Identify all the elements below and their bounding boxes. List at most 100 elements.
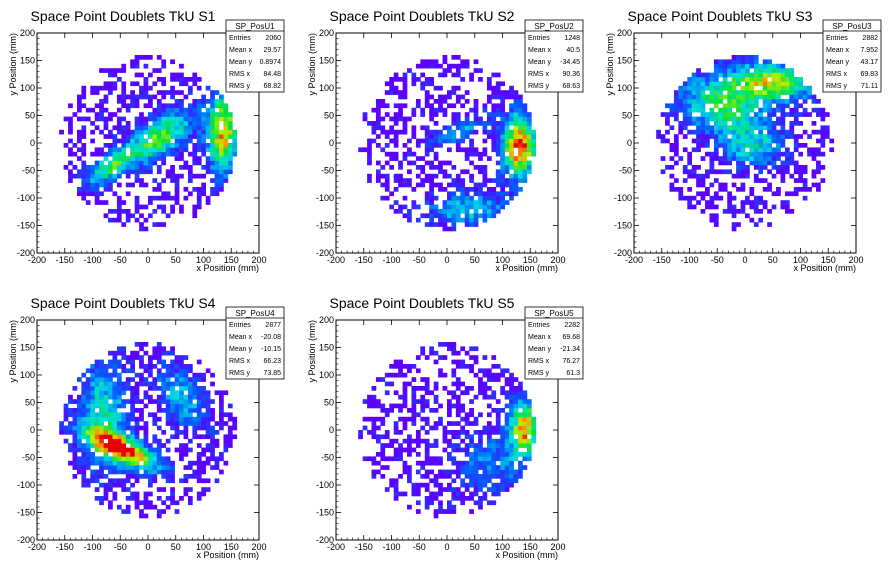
histogram-cell <box>148 460 153 466</box>
histogram-cell <box>161 377 167 382</box>
histogram-cell <box>784 160 790 166</box>
histogram-cell <box>99 496 104 501</box>
histogram-cell <box>90 412 96 418</box>
histogram-cell <box>504 482 510 488</box>
histogram-cell <box>99 68 104 73</box>
histogram-cell <box>116 403 122 409</box>
histogram-cell <box>762 151 768 157</box>
histogram-cell <box>156 151 162 157</box>
histogram-cell <box>429 107 434 113</box>
histogram-cell <box>130 138 135 144</box>
histogram-cell <box>375 438 381 444</box>
histogram-cell <box>526 452 532 457</box>
histogram-cell <box>196 412 202 418</box>
histogram-cell <box>415 430 421 435</box>
histogram-cell <box>139 147 144 153</box>
histogram-cell <box>522 151 528 157</box>
histogram-cell <box>103 408 109 413</box>
histogram-cell <box>393 364 399 369</box>
histogram-cell <box>495 112 501 117</box>
histogram-cell <box>500 138 506 144</box>
histogram-cell <box>85 456 91 462</box>
histogram-cell <box>740 209 746 214</box>
histogram-cell <box>460 59 466 65</box>
histogram-cell <box>727 85 732 91</box>
histogram-cell <box>134 478 140 484</box>
histogram-cell <box>509 178 514 183</box>
histogram-cell <box>531 138 537 144</box>
histogram-cell <box>722 85 728 91</box>
histogram-cell <box>455 434 461 440</box>
histogram-cell <box>500 103 506 109</box>
histogram-cell <box>94 430 100 435</box>
histogram-cell <box>187 85 193 91</box>
histogram-cell <box>820 125 826 131</box>
histogram-cell <box>682 134 688 139</box>
histogram-cell <box>531 143 537 148</box>
histogram-cell <box>72 438 78 444</box>
histogram-cell <box>731 116 737 122</box>
histogram-cell <box>130 213 135 219</box>
histogram-cell <box>108 209 113 214</box>
histogram-cell <box>134 195 140 201</box>
histogram-cell <box>170 394 175 400</box>
histogram-cell <box>736 209 741 214</box>
histogram-cell <box>139 381 144 387</box>
histogram-cell <box>103 491 109 497</box>
histogram-cell <box>134 63 140 69</box>
histogram-cell <box>170 103 175 109</box>
histogram-cell <box>451 182 457 188</box>
histogram-cell <box>130 169 135 175</box>
histogram-cell <box>500 474 506 479</box>
histogram-cell <box>767 112 772 117</box>
histogram-cell <box>749 121 755 126</box>
histogram-cell <box>731 68 737 73</box>
histogram-cell <box>371 416 377 422</box>
histogram-cell <box>170 474 175 479</box>
histogram-cell <box>486 438 492 444</box>
histogram-cell <box>451 403 457 409</box>
histogram-cell <box>214 138 220 144</box>
stats-label: Entries <box>826 35 848 42</box>
histogram-cell <box>179 408 184 413</box>
histogram-cell <box>433 386 439 391</box>
histogram-cell <box>223 134 229 139</box>
histogram-cell <box>513 408 519 413</box>
histogram-cell <box>776 147 781 153</box>
histogram-cell <box>201 147 207 153</box>
histogram-cell <box>438 94 443 100</box>
stats-label: RMS x <box>229 358 251 365</box>
histogram-cell <box>745 125 750 131</box>
histogram-cell <box>183 138 189 144</box>
histogram-cell <box>112 81 118 87</box>
histogram-cell <box>156 355 162 360</box>
histogram-cell <box>424 143 430 148</box>
stats-value: 7.952 <box>860 47 878 54</box>
histogram-cell <box>76 460 82 466</box>
histogram-cell <box>678 85 684 91</box>
histogram-cell <box>121 425 127 431</box>
histogram-cell <box>762 178 768 183</box>
histogram-cell <box>451 359 457 365</box>
histogram-cell <box>179 381 184 387</box>
histogram-cell <box>482 195 488 201</box>
histogram-cell <box>491 121 497 126</box>
histogram-cell <box>99 394 104 400</box>
histogram-cell <box>411 438 417 444</box>
histogram-cell <box>380 421 386 426</box>
histogram-cell <box>513 178 519 183</box>
histogram-cell <box>148 381 153 387</box>
histogram-cell <box>464 222 470 227</box>
histogram-cell <box>816 99 821 104</box>
histogram-cell <box>816 169 821 175</box>
histogram-cell <box>139 456 144 462</box>
y-axis-label: y Position (mm) <box>8 33 18 96</box>
histogram-cell <box>451 478 457 484</box>
histogram-cell <box>103 85 109 91</box>
histogram-cell <box>478 443 483 448</box>
stats-label: Mean x <box>826 47 849 54</box>
histogram-cell <box>152 447 158 453</box>
histogram-cell <box>518 421 523 426</box>
histogram-cell <box>691 72 697 78</box>
histogram-cell <box>509 408 514 413</box>
